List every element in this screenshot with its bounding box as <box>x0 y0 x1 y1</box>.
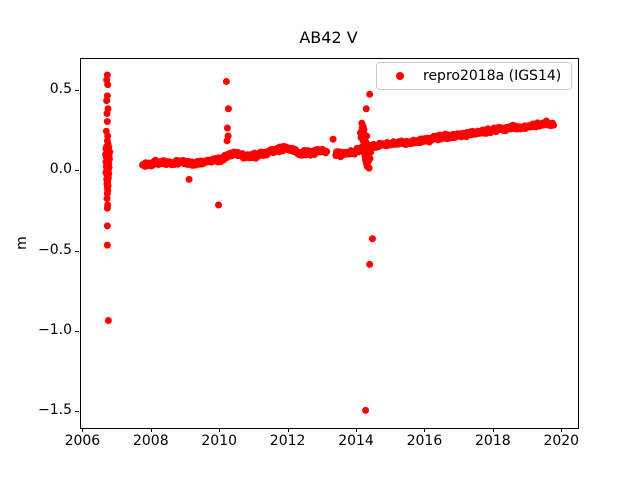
x-tick-mark <box>287 428 289 432</box>
data-point <box>366 154 374 162</box>
y-tick-mark <box>75 90 79 92</box>
legend: repro2018a (IGS14) <box>376 62 573 90</box>
data-point <box>550 121 558 129</box>
x-tick-label: 2016 <box>406 433 443 449</box>
y-tick-label: 0.0 <box>49 161 72 178</box>
data-point <box>103 195 111 203</box>
legend-marker-icon <box>396 72 404 80</box>
data-point <box>104 317 112 325</box>
x-tick-mark <box>219 428 221 432</box>
x-tick-mark <box>150 428 152 432</box>
figure-title: AB42 V <box>299 28 358 47</box>
data-point <box>366 90 374 98</box>
data-point <box>332 151 340 159</box>
legend-label: repro2018a (IGS14) <box>423 68 562 84</box>
y-tick-mark <box>75 250 79 252</box>
data-point <box>362 138 370 146</box>
data-point <box>362 406 370 414</box>
x-tick-label: 2020 <box>543 433 580 449</box>
y-tick-mark <box>75 410 79 412</box>
data-point <box>185 175 193 183</box>
data-point <box>222 77 230 85</box>
x-tick-mark <box>424 428 426 432</box>
y-tick-label: −1.0 <box>38 321 72 338</box>
x-tick-mark <box>356 428 358 432</box>
y-tick-mark <box>75 170 79 172</box>
data-point <box>103 204 111 212</box>
data-point <box>103 118 111 126</box>
data-point <box>215 201 222 209</box>
y-tick-label: −0.5 <box>38 241 72 258</box>
data-point <box>329 135 337 143</box>
data-point <box>368 235 376 243</box>
data-point <box>366 260 374 268</box>
x-tick-label: 2008 <box>132 433 169 449</box>
data-point <box>362 105 370 113</box>
data-point <box>224 105 232 113</box>
data-point <box>323 148 331 156</box>
data-point <box>103 222 111 230</box>
x-tick-label: 2006 <box>64 433 101 449</box>
x-tick-label: 2018 <box>475 433 511 449</box>
x-tick-label: 2012 <box>269 433 306 449</box>
data-point <box>367 148 375 156</box>
y-tick-label: −1.5 <box>38 401 72 418</box>
plot-canvas <box>102 71 558 414</box>
y-tick-label: 0.5 <box>49 81 72 98</box>
data-point <box>103 241 111 249</box>
data-point <box>365 164 373 172</box>
plot-area <box>80 58 579 429</box>
data-point <box>103 97 111 105</box>
data-point <box>103 110 111 118</box>
data-point <box>363 132 371 140</box>
data-point <box>104 81 112 89</box>
y-tick-mark <box>75 330 79 332</box>
data-point <box>223 137 231 145</box>
x-tick-label: 2014 <box>338 433 374 449</box>
x-tick-mark <box>561 428 563 432</box>
x-tick-mark <box>82 428 84 432</box>
x-tick-label: 2010 <box>201 433 238 449</box>
x-tick-mark <box>492 428 494 432</box>
data-point <box>223 124 231 132</box>
